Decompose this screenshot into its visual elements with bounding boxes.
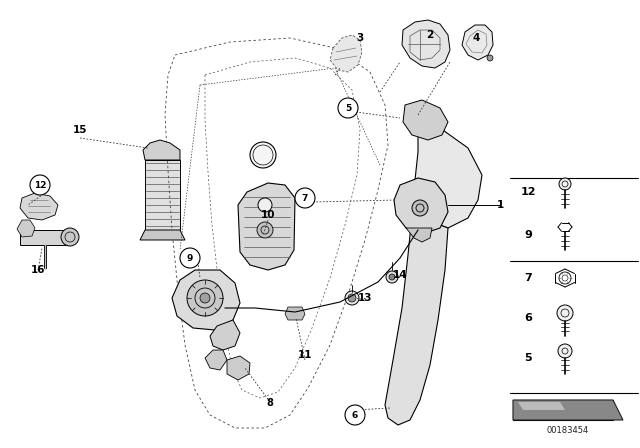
- Text: 10: 10: [260, 210, 275, 220]
- Text: 13: 13: [358, 293, 372, 303]
- Text: 00183454: 00183454: [547, 426, 589, 435]
- Polygon shape: [140, 230, 185, 240]
- Polygon shape: [403, 100, 448, 140]
- Circle shape: [180, 248, 200, 268]
- Circle shape: [187, 280, 223, 316]
- Text: 5: 5: [345, 103, 351, 112]
- Text: 9: 9: [524, 230, 532, 240]
- Circle shape: [30, 175, 50, 195]
- Text: 4: 4: [472, 33, 480, 43]
- Circle shape: [257, 222, 273, 238]
- Text: 2: 2: [426, 30, 434, 40]
- Text: 7: 7: [524, 273, 532, 283]
- Circle shape: [348, 294, 356, 302]
- Text: 6: 6: [524, 313, 532, 323]
- Circle shape: [258, 198, 272, 212]
- Text: 12: 12: [520, 187, 536, 197]
- Polygon shape: [17, 220, 35, 237]
- Circle shape: [200, 293, 210, 303]
- Text: 11: 11: [298, 350, 312, 360]
- Polygon shape: [406, 228, 432, 242]
- Polygon shape: [238, 183, 295, 270]
- Text: 12: 12: [34, 181, 46, 190]
- Polygon shape: [385, 215, 448, 425]
- Bar: [513, 400, 613, 420]
- Circle shape: [557, 305, 573, 321]
- Polygon shape: [518, 402, 565, 410]
- Circle shape: [487, 55, 493, 61]
- Circle shape: [345, 291, 359, 305]
- Circle shape: [61, 228, 79, 246]
- Text: 6: 6: [352, 410, 358, 419]
- Polygon shape: [513, 400, 613, 402]
- Text: 9: 9: [187, 254, 193, 263]
- Polygon shape: [394, 178, 448, 234]
- Polygon shape: [227, 356, 250, 380]
- Text: 16: 16: [31, 265, 45, 275]
- Text: 3: 3: [356, 33, 364, 43]
- Polygon shape: [205, 350, 227, 370]
- Polygon shape: [172, 270, 240, 330]
- Bar: [20, 230, 70, 245]
- Text: 5: 5: [524, 353, 532, 363]
- Polygon shape: [285, 307, 305, 320]
- Circle shape: [345, 405, 365, 425]
- Polygon shape: [210, 320, 240, 350]
- Circle shape: [412, 200, 428, 216]
- Polygon shape: [513, 400, 623, 420]
- Text: 15: 15: [73, 125, 87, 135]
- Polygon shape: [402, 20, 450, 68]
- Circle shape: [389, 274, 395, 280]
- Circle shape: [338, 98, 358, 118]
- Circle shape: [559, 178, 571, 190]
- Polygon shape: [143, 140, 180, 160]
- Polygon shape: [20, 193, 58, 220]
- Circle shape: [386, 271, 398, 283]
- Text: 8: 8: [267, 398, 273, 408]
- Text: 14: 14: [393, 270, 407, 280]
- Polygon shape: [415, 120, 482, 228]
- Bar: [145, 160, 180, 230]
- Circle shape: [558, 344, 572, 358]
- Circle shape: [295, 188, 315, 208]
- Text: 7: 7: [302, 194, 308, 202]
- Polygon shape: [462, 25, 493, 60]
- Text: 1: 1: [497, 200, 504, 210]
- Polygon shape: [330, 35, 362, 72]
- Circle shape: [250, 142, 276, 168]
